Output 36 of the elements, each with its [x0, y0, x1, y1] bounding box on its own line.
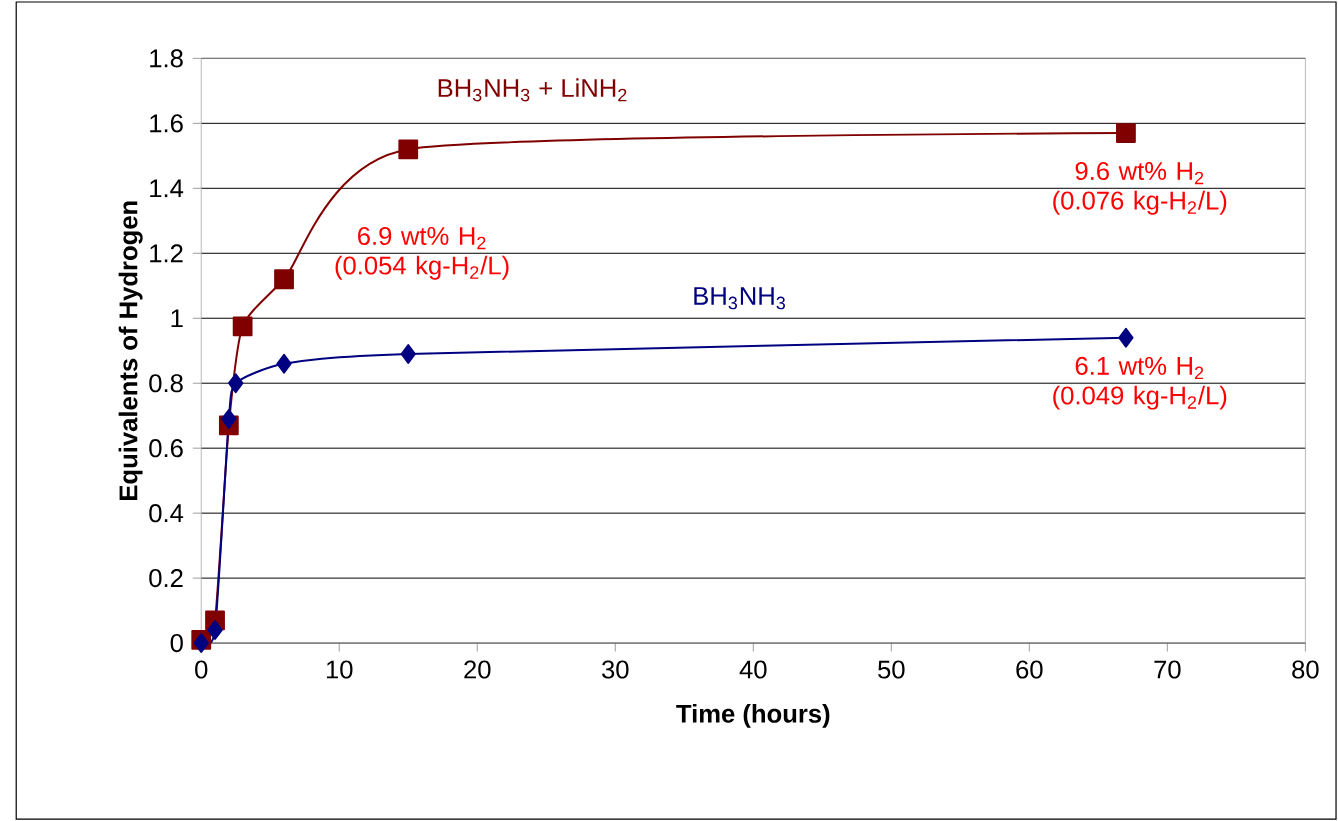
y-tick-label: 0.6	[149, 439, 183, 458]
y-axis-title: Equivalents of Hydrogen	[118, 201, 143, 500]
y-tick-label: 1.8	[150, 49, 183, 68]
y-tick-label: 0.8	[149, 374, 183, 393]
y-tick-label: 0.4	[149, 503, 184, 523]
point	[221, 408, 237, 429]
point	[1118, 327, 1134, 348]
annotation: 9.6 wt% H$_{2}$ (0.076 kg-H$_{2}$/L)	[1053, 161, 1227, 215]
x-tick-label: 50	[878, 660, 905, 679]
x-tick-label: 30	[602, 660, 629, 679]
y-tick-label: 1.4	[150, 179, 184, 198]
point	[398, 139, 419, 160]
point	[276, 353, 292, 374]
point	[400, 344, 416, 364]
annotation: 6.9 wt% H$_{2}$ (0.054 kg-H$_{2}$/L)	[335, 226, 509, 280]
point	[207, 620, 223, 640]
x-tick-label: 40	[739, 660, 767, 679]
y-tick-label: 1.2	[150, 244, 183, 263]
series-label: BH$_{3}$NH$_{3}$ + LiNH$_{2}$	[438, 78, 627, 102]
x-tick-label: 80	[1292, 660, 1319, 679]
point	[232, 316, 253, 337]
x-tick-label: 60	[1016, 660, 1043, 679]
x-tick-label: 20	[464, 660, 491, 679]
annotation: 6.1 wt% H$_{2}$ (0.049 kg-H$_{2}$/L)	[1053, 356, 1227, 410]
x-tick-label: 70	[1154, 660, 1181, 679]
y-tick-label: 1	[171, 309, 183, 327]
x-axis-title: Time (hours)	[676, 703, 830, 728]
x-tick-label: 0	[195, 660, 208, 679]
y-tick-label: 1.6	[150, 114, 183, 133]
x-tick-label: 10	[326, 660, 353, 679]
point	[274, 269, 294, 290]
y-tick-label: 0	[170, 633, 183, 653]
y-tick-label: 0.2	[149, 568, 183, 588]
point	[228, 373, 244, 394]
series-label: BH$_{3}$NH$_{3}$	[694, 287, 785, 310]
point	[1116, 123, 1136, 143]
